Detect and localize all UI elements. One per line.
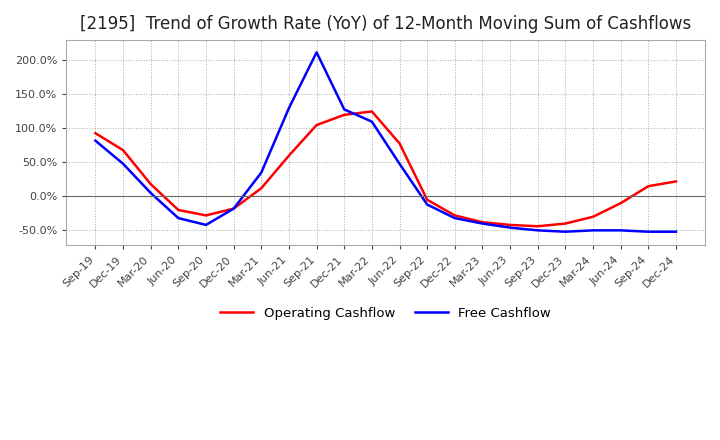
Operating Cashflow bbox=[505, 222, 514, 227]
Free Cashflow bbox=[230, 206, 238, 211]
Free Cashflow bbox=[561, 229, 570, 235]
Free Cashflow bbox=[119, 161, 127, 166]
Free Cashflow bbox=[367, 119, 376, 124]
Free Cashflow bbox=[589, 228, 598, 233]
Operating Cashflow bbox=[644, 183, 652, 189]
Free Cashflow bbox=[257, 170, 266, 175]
Operating Cashflow bbox=[534, 224, 542, 229]
Free Cashflow bbox=[312, 50, 321, 55]
Free Cashflow bbox=[534, 228, 542, 233]
Free Cashflow bbox=[423, 202, 431, 207]
Operating Cashflow bbox=[202, 213, 210, 218]
Free Cashflow bbox=[284, 106, 293, 111]
Free Cashflow bbox=[451, 216, 459, 221]
Free Cashflow bbox=[478, 221, 487, 226]
Free Cashflow bbox=[202, 222, 210, 227]
Operating Cashflow bbox=[91, 131, 100, 136]
Free Cashflow bbox=[616, 228, 625, 233]
Free Cashflow bbox=[672, 229, 680, 235]
Operating Cashflow bbox=[616, 201, 625, 206]
Operating Cashflow bbox=[340, 112, 348, 117]
Operating Cashflow bbox=[119, 147, 127, 153]
Operating Cashflow bbox=[561, 221, 570, 226]
Operating Cashflow bbox=[589, 214, 598, 220]
Operating Cashflow bbox=[478, 220, 487, 225]
Operating Cashflow bbox=[312, 122, 321, 128]
Operating Cashflow bbox=[174, 207, 183, 213]
Free Cashflow bbox=[505, 225, 514, 230]
Operating Cashflow bbox=[146, 182, 155, 187]
Free Cashflow bbox=[91, 138, 100, 143]
Line: Free Cashflow: Free Cashflow bbox=[96, 52, 676, 232]
Free Cashflow bbox=[340, 107, 348, 112]
Free Cashflow bbox=[174, 216, 183, 221]
Operating Cashflow bbox=[257, 186, 266, 191]
Free Cashflow bbox=[146, 191, 155, 196]
Operating Cashflow bbox=[367, 109, 376, 114]
Operating Cashflow bbox=[423, 197, 431, 202]
Legend: Operating Cashflow, Free Cashflow: Operating Cashflow, Free Cashflow bbox=[215, 301, 557, 325]
Operating Cashflow bbox=[395, 141, 404, 146]
Free Cashflow bbox=[644, 229, 652, 235]
Line: Operating Cashflow: Operating Cashflow bbox=[96, 111, 676, 226]
Operating Cashflow bbox=[230, 206, 238, 211]
Free Cashflow bbox=[395, 161, 404, 166]
Operating Cashflow bbox=[451, 213, 459, 218]
Operating Cashflow bbox=[284, 153, 293, 158]
Title: [2195]  Trend of Growth Rate (YoY) of 12-Month Moving Sum of Cashflows: [2195] Trend of Growth Rate (YoY) of 12-… bbox=[80, 15, 691, 33]
Operating Cashflow bbox=[672, 179, 680, 184]
